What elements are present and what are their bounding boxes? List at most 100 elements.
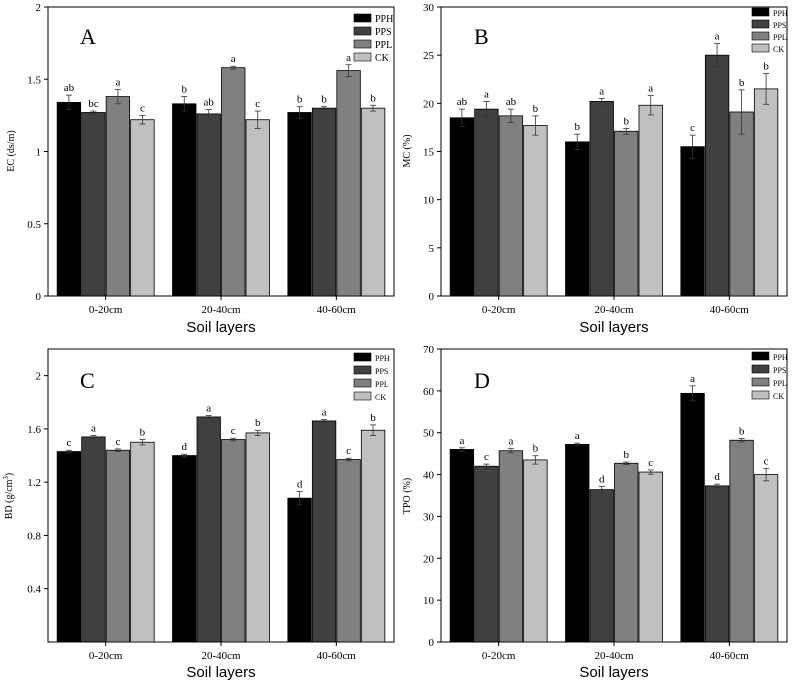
significance-label: ab <box>506 96 517 108</box>
bar-pps <box>311 107 337 297</box>
y-tick-label: 15 <box>423 147 435 159</box>
y-tick-label: 1.5 <box>27 74 41 86</box>
significance-label: c <box>690 122 695 134</box>
bar-ck <box>638 104 663 297</box>
bar-pph <box>680 392 705 643</box>
bar-pps <box>589 489 614 643</box>
y-tick-label: 20 <box>423 553 435 565</box>
legend-label: PPS <box>773 21 786 30</box>
legend: PPH PPS PPL CK <box>751 351 788 401</box>
y-tick-label: 70 <box>423 344 435 356</box>
significance-label: ab <box>64 82 75 94</box>
significance-label: b <box>140 427 146 439</box>
legend: PPH PPS PPL CK <box>751 7 788 54</box>
y-tick-label: 2 <box>36 2 42 14</box>
legend-label: PPH <box>773 9 788 18</box>
bar-pps <box>81 436 106 643</box>
bar-ck <box>753 474 779 643</box>
bar-pph <box>680 146 705 297</box>
bar-pps <box>704 54 730 297</box>
y-tick-label: 30 <box>423 511 435 523</box>
bar-pph <box>449 449 475 643</box>
significance-label: a <box>715 31 720 43</box>
legend-label: PPL <box>773 379 787 388</box>
significance-label: c <box>346 445 351 457</box>
x-tick-label: 20-40cm <box>201 650 241 662</box>
legend-label: PPS <box>375 367 388 376</box>
bar-ck <box>523 125 548 297</box>
x-axis-title: Soil layers <box>579 319 648 336</box>
bar-ck <box>523 459 548 643</box>
legend-swatch-ck <box>751 43 770 53</box>
y-tick-label: 1 <box>36 147 42 159</box>
y-tick-label: 0.4 <box>27 584 41 596</box>
bar-pph <box>449 117 475 297</box>
significance-label: b <box>575 121 581 133</box>
bar-ck <box>130 119 155 297</box>
bar-ck <box>245 119 270 297</box>
bar-pps <box>311 420 337 643</box>
bar-pph <box>172 455 197 643</box>
y-axis-title-text: MC (%) <box>402 134 413 167</box>
y-axis-title: MC (%) <box>402 134 413 167</box>
significance-label: a <box>648 83 653 95</box>
chart-panel-d: 0 10 20 30 40 50 60 70 TPO (%) 0-20cm a c a b 20-40cm a… <box>402 344 788 681</box>
legend-swatch-pph <box>353 13 372 23</box>
significance-label: b <box>739 426 745 438</box>
legend-label: CK <box>375 393 386 402</box>
panel-letter: A <box>80 24 96 49</box>
bar-pph <box>172 103 197 297</box>
bar-ppl <box>498 115 524 297</box>
y-axis-title: BD (g/cm3) <box>2 473 15 520</box>
bar-pps <box>589 101 614 297</box>
legend-label: CK <box>773 392 784 401</box>
y-axis-title-text: TPO (%) <box>402 478 413 514</box>
y-axis-title-text: BD (g/cm <box>4 479 15 519</box>
y-tick-label: 0.5 <box>27 219 41 231</box>
bar-ppl <box>336 459 361 643</box>
chart-panel-c: 0.4 0.8 1.2 1.6 2 BD (g/cm3) 0-20cm c a c b 20-40cm… <box>2 348 395 681</box>
significance-label: c <box>115 436 120 448</box>
legend-label: PPL <box>375 40 392 51</box>
bar-pps <box>474 108 499 297</box>
x-tick-label: 40-60cm <box>710 650 750 662</box>
bar-ck <box>753 88 779 297</box>
bar-ck <box>245 432 270 643</box>
y-tick-label: 25 <box>423 50 435 62</box>
significance-label: b <box>297 94 303 106</box>
x-tick-label: 40-60cm <box>710 304 750 316</box>
bar-ppl <box>221 439 246 643</box>
x-tick-label: 40-60cm <box>317 304 357 316</box>
bar-ck <box>638 471 663 643</box>
y-tick-label: 10 <box>423 195 435 207</box>
y-axis-title: TPO (%) <box>402 478 413 514</box>
significance-label: bc <box>88 98 99 110</box>
significance-label: a <box>690 373 695 385</box>
significance-label: b <box>255 417 261 429</box>
significance-label: d <box>599 473 605 485</box>
significance-label: d <box>714 471 720 483</box>
bar-ck <box>130 441 155 643</box>
significance-label: c <box>66 437 71 449</box>
significance-label: b <box>624 115 630 127</box>
legend-swatch-pph <box>751 351 770 361</box>
bar-pps <box>474 465 499 643</box>
significance-label: a <box>508 436 513 448</box>
significance-label: b <box>370 92 376 104</box>
significance-label: ab <box>204 97 215 109</box>
significance-label: ab <box>457 96 468 108</box>
legend-swatch-ppl <box>751 377 770 387</box>
significance-label: c <box>140 102 145 114</box>
y-tick-label: 10 <box>423 595 435 607</box>
legend-label: PPS <box>773 366 786 375</box>
significance-label: d <box>182 441 188 453</box>
significance-label: c <box>255 98 260 110</box>
legend-swatch-pph <box>751 7 770 17</box>
legend-swatch-ppl <box>353 39 372 49</box>
legend-label: CK <box>375 53 390 64</box>
legend-label: PPH <box>773 353 788 362</box>
